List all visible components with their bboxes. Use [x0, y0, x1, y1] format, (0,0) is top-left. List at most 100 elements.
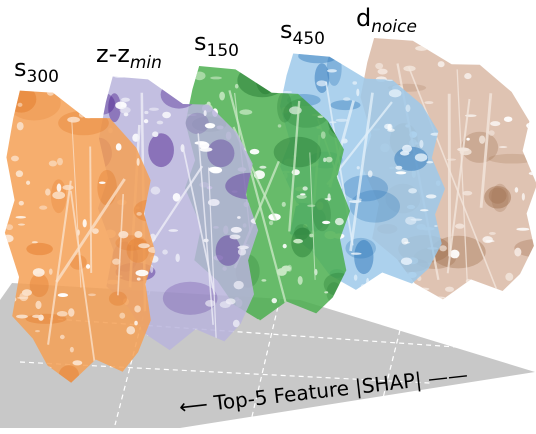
- texture-lake: [325, 198, 332, 200]
- texture-lake: [281, 265, 291, 271]
- texture-lake: [57, 184, 62, 192]
- texture-lake: [208, 167, 221, 172]
- texture-lake: [68, 308, 74, 317]
- texture-lake: [514, 248, 521, 257]
- texture-patch: [256, 63, 275, 94]
- texture-lake: [149, 108, 159, 111]
- texture-lake: [401, 257, 412, 265]
- texture-lake: [327, 193, 330, 201]
- texture-lake: [99, 181, 106, 184]
- texture-lake: [137, 158, 140, 166]
- texture-lake: [335, 218, 344, 225]
- texture-lake: [62, 185, 73, 190]
- texture-lake: [257, 76, 260, 81]
- texture-lake: [194, 71, 206, 80]
- texture-lake: [326, 157, 333, 163]
- texture-patch: [294, 224, 309, 240]
- texture-lake: [144, 119, 148, 123]
- texture-lake: [219, 92, 225, 101]
- texture-lake: [464, 73, 471, 79]
- texture-lake: [35, 330, 40, 332]
- texture-lake: [82, 109, 89, 112]
- texture-lake: [505, 273, 513, 281]
- texture-lake: [400, 298, 408, 305]
- texture-lake: [406, 104, 411, 112]
- texture-lake: [522, 193, 525, 201]
- texture-lake: [33, 268, 45, 277]
- texture-lake: [2, 184, 11, 189]
- texture-lake: [368, 170, 373, 177]
- panel-label-d-noice: dnoice: [356, 4, 417, 37]
- texture-lake: [426, 194, 437, 198]
- texture-lake: [426, 161, 433, 163]
- texture-patch: [354, 240, 373, 274]
- texture-lake: [349, 200, 361, 203]
- texture-lake: [530, 205, 536, 213]
- texture-lake: [418, 288, 429, 291]
- texture-lake: [336, 119, 348, 122]
- texture-lake: [516, 228, 529, 231]
- texture-lake: [296, 195, 306, 199]
- texture-lake: [17, 122, 24, 130]
- texture-lake: [205, 123, 215, 128]
- texture-lake: [237, 246, 248, 250]
- texture-lake: [250, 149, 260, 155]
- texture-lake: [19, 201, 24, 206]
- texture-lake: [351, 253, 362, 255]
- texture-lake: [157, 121, 164, 125]
- texture-lake: [39, 205, 47, 209]
- texture-patch: [207, 139, 234, 167]
- texture-lake: [283, 244, 287, 248]
- texture-lake: [235, 84, 239, 89]
- texture-lake: [18, 103, 23, 107]
- texture-lake: [375, 63, 383, 69]
- panel-label-z-zmin: z-zmin: [96, 40, 162, 73]
- texture-patch: [26, 243, 53, 255]
- texture-lake: [397, 297, 405, 300]
- texture-lake: [327, 69, 337, 72]
- texture-lake: [424, 101, 433, 104]
- texture-lake: [298, 276, 303, 285]
- texture-lake: [204, 110, 207, 116]
- texture-lake: [527, 71, 536, 79]
- texture-patch: [488, 154, 536, 164]
- texture-lake: [19, 292, 28, 301]
- texture-lake: [479, 135, 485, 143]
- texture-lake: [47, 89, 55, 96]
- texture-lake: [343, 97, 350, 101]
- texture-lake: [136, 212, 141, 216]
- texture-lake: [408, 188, 417, 193]
- texture-lake: [200, 147, 213, 152]
- texture-lake: [466, 138, 469, 141]
- texture-lake: [482, 236, 492, 243]
- texture-lake: [356, 89, 359, 97]
- texture-lake: [324, 291, 328, 293]
- texture-lake: [134, 305, 141, 312]
- texture-fjord: [90, 146, 91, 272]
- texture-patch: [89, 93, 115, 115]
- texture-lake: [445, 287, 454, 292]
- texture-lake: [455, 224, 464, 229]
- texture-lake: [121, 98, 130, 102]
- texture-lake: [86, 264, 90, 269]
- texture-lake: [35, 301, 41, 309]
- texture-lake: [152, 131, 158, 137]
- texture-lake: [126, 326, 135, 334]
- texture-lake: [272, 298, 277, 303]
- texture-lake: [49, 268, 53, 274]
- texture-lake: [395, 166, 402, 170]
- texture-lake: [377, 69, 387, 75]
- texture-lake: [162, 112, 171, 118]
- texture-lake: [60, 335, 65, 339]
- texture-lake: [195, 141, 208, 145]
- texture-lake: [70, 347, 74, 352]
- texture-lake: [427, 300, 437, 303]
- texture-lake: [281, 91, 292, 93]
- texture-patch: [148, 133, 174, 167]
- texture-patch: [6, 86, 36, 113]
- texture-lake: [499, 146, 508, 148]
- texture-lake: [415, 153, 427, 161]
- texture-lake: [119, 313, 125, 319]
- texture-lake: [15, 216, 26, 218]
